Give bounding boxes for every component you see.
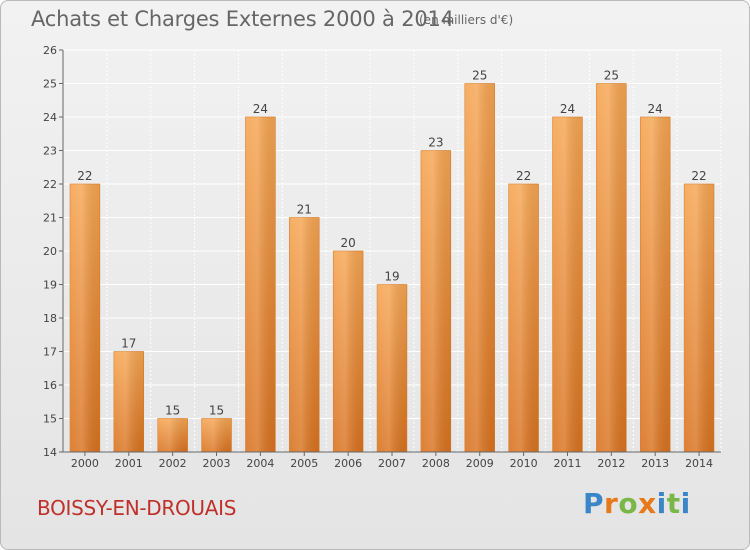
logo-letter: P bbox=[583, 487, 605, 520]
data-label: 17 bbox=[121, 337, 136, 351]
x-tick-label: 2007 bbox=[378, 457, 406, 470]
data-label: 19 bbox=[384, 270, 399, 284]
labels: 14 15 16 17 18 19 20 21 22 23 24 25 26 22 2000 17 2001 15… bbox=[43, 44, 713, 470]
axes bbox=[59, 49, 721, 456]
y-tick-label: 15 bbox=[43, 413, 57, 426]
y-tick-label: 26 bbox=[43, 44, 57, 57]
bar-shade bbox=[157, 418, 188, 452]
bar-shade bbox=[552, 117, 583, 452]
chart-title: Achats et Charges Externes 2000 à 2014 bbox=[31, 7, 454, 31]
x-tick-label: 2013 bbox=[641, 457, 669, 470]
x-tick-label: 2001 bbox=[115, 457, 143, 470]
data-label: 21 bbox=[297, 203, 312, 217]
bar-shade bbox=[201, 418, 232, 452]
y-tick-label: 18 bbox=[43, 312, 57, 325]
proxiti-logo: Proxiti bbox=[583, 487, 691, 520]
bar-shade bbox=[245, 117, 276, 452]
bar-shade bbox=[377, 284, 407, 452]
data-label: 15 bbox=[209, 404, 224, 418]
bar-shade bbox=[508, 184, 539, 452]
logo-letter: i bbox=[656, 487, 667, 520]
logo-letter: r bbox=[604, 487, 619, 520]
bar-shade bbox=[289, 217, 320, 452]
y-tick-label: 14 bbox=[43, 446, 57, 459]
data-label: 25 bbox=[604, 69, 619, 83]
data-label: 22 bbox=[516, 169, 531, 183]
data-label: 24 bbox=[560, 102, 575, 116]
data-label: 25 bbox=[472, 69, 487, 83]
data-label: 15 bbox=[165, 404, 180, 418]
x-tick-label: 2006 bbox=[334, 457, 362, 470]
y-tick-label: 24 bbox=[43, 111, 57, 124]
logo-letter: o bbox=[618, 487, 639, 520]
data-label: 24 bbox=[253, 102, 268, 116]
y-tick-label: 23 bbox=[43, 145, 57, 158]
x-tick-label: 2005 bbox=[290, 457, 318, 470]
y-tick-label: 25 bbox=[43, 78, 57, 91]
bar-shade bbox=[333, 251, 364, 452]
y-tick-label: 21 bbox=[43, 212, 57, 225]
y-tick-label: 17 bbox=[43, 346, 57, 359]
x-tick-label: 2009 bbox=[466, 457, 494, 470]
x-tick-label: 2012 bbox=[597, 457, 625, 470]
bar-shade bbox=[640, 117, 671, 452]
x-tick-label: 2002 bbox=[159, 457, 187, 470]
logo-letter: t bbox=[666, 487, 681, 520]
bar-shade bbox=[684, 184, 714, 452]
x-tick-label: 2010 bbox=[510, 457, 538, 470]
bar-shade bbox=[113, 351, 144, 452]
x-tick-label: 2014 bbox=[685, 457, 713, 470]
logo-letter: x bbox=[638, 487, 657, 520]
x-tick-label: 2008 bbox=[422, 457, 450, 470]
bar-shade bbox=[420, 150, 451, 452]
data-label: 22 bbox=[77, 169, 92, 183]
chart-subtitle: (en milliers d'€) bbox=[419, 13, 514, 27]
data-label: 23 bbox=[428, 136, 443, 150]
commune-name: BOISSY-EN-DROUAIS bbox=[37, 496, 237, 520]
data-label: 22 bbox=[691, 169, 706, 183]
x-tick-label: 2011 bbox=[553, 457, 581, 470]
x-tick-label: 2004 bbox=[246, 457, 274, 470]
bar-shade bbox=[596, 83, 627, 452]
x-tick-label: 2000 bbox=[71, 457, 99, 470]
x-tick-label: 2003 bbox=[203, 457, 231, 470]
data-label: 24 bbox=[648, 102, 663, 116]
bar-shade bbox=[464, 83, 495, 452]
y-tick-label: 20 bbox=[43, 245, 57, 258]
bars bbox=[69, 83, 715, 453]
y-tick-label: 22 bbox=[43, 178, 57, 191]
bar-shade bbox=[70, 184, 100, 452]
data-label: 20 bbox=[340, 236, 355, 250]
y-tick-label: 19 bbox=[43, 279, 57, 292]
y-tick-label: 16 bbox=[43, 379, 57, 392]
logo-letter: i bbox=[680, 487, 691, 520]
